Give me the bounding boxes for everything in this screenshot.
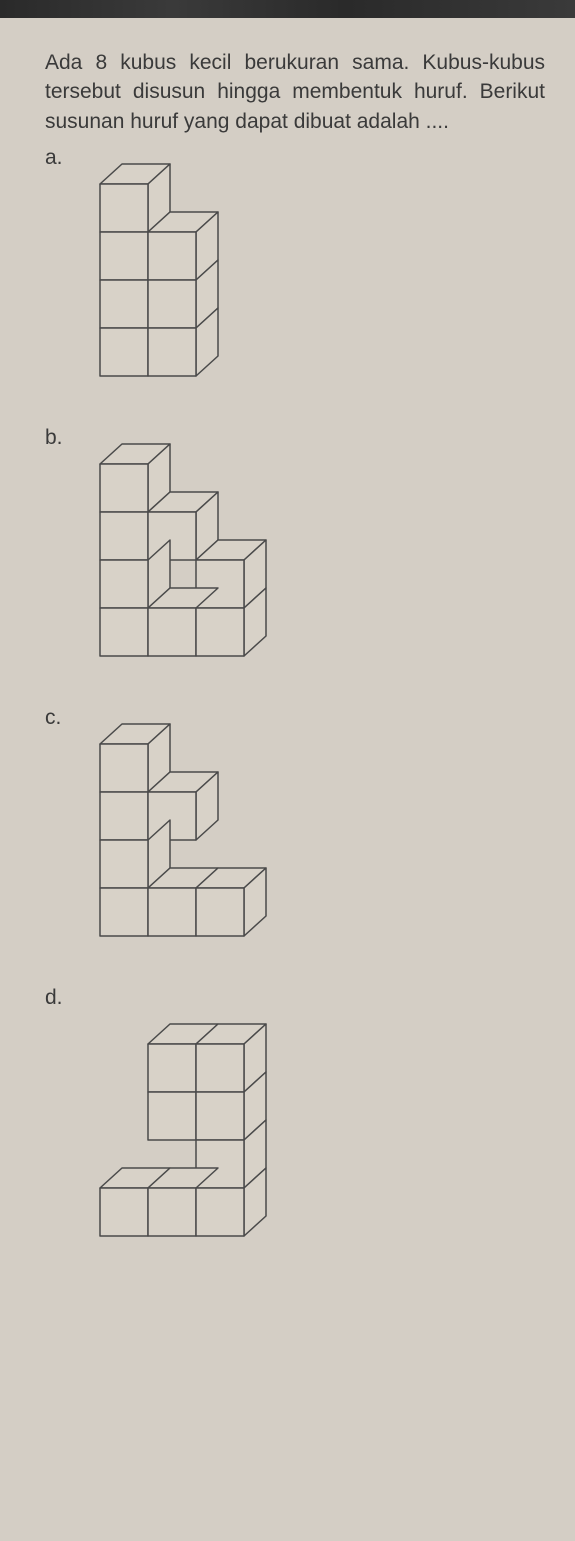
option-b-label: b. <box>45 426 80 450</box>
option-d-label: d. <box>45 986 80 1010</box>
option-a: a. <box>45 146 545 406</box>
option-c-figure <box>80 706 545 966</box>
option-a-label: a. <box>45 146 80 170</box>
option-b-figure <box>80 426 545 686</box>
option-d-figure <box>80 986 545 1276</box>
option-c-label: c. <box>45 706 80 730</box>
page-container: Ada 8 kubus kecil berukuran sama. Kubus-… <box>0 0 575 1541</box>
top-border-bar <box>0 0 575 18</box>
option-a-figure <box>80 146 545 406</box>
option-d: d. <box>45 986 545 1276</box>
options-container: a. b. c. d. <box>30 146 545 1276</box>
question-text: Ada 8 kubus kecil berukuran sama. Kubus-… <box>30 48 545 136</box>
option-c: c. <box>45 706 545 966</box>
option-b: b. <box>45 426 545 686</box>
